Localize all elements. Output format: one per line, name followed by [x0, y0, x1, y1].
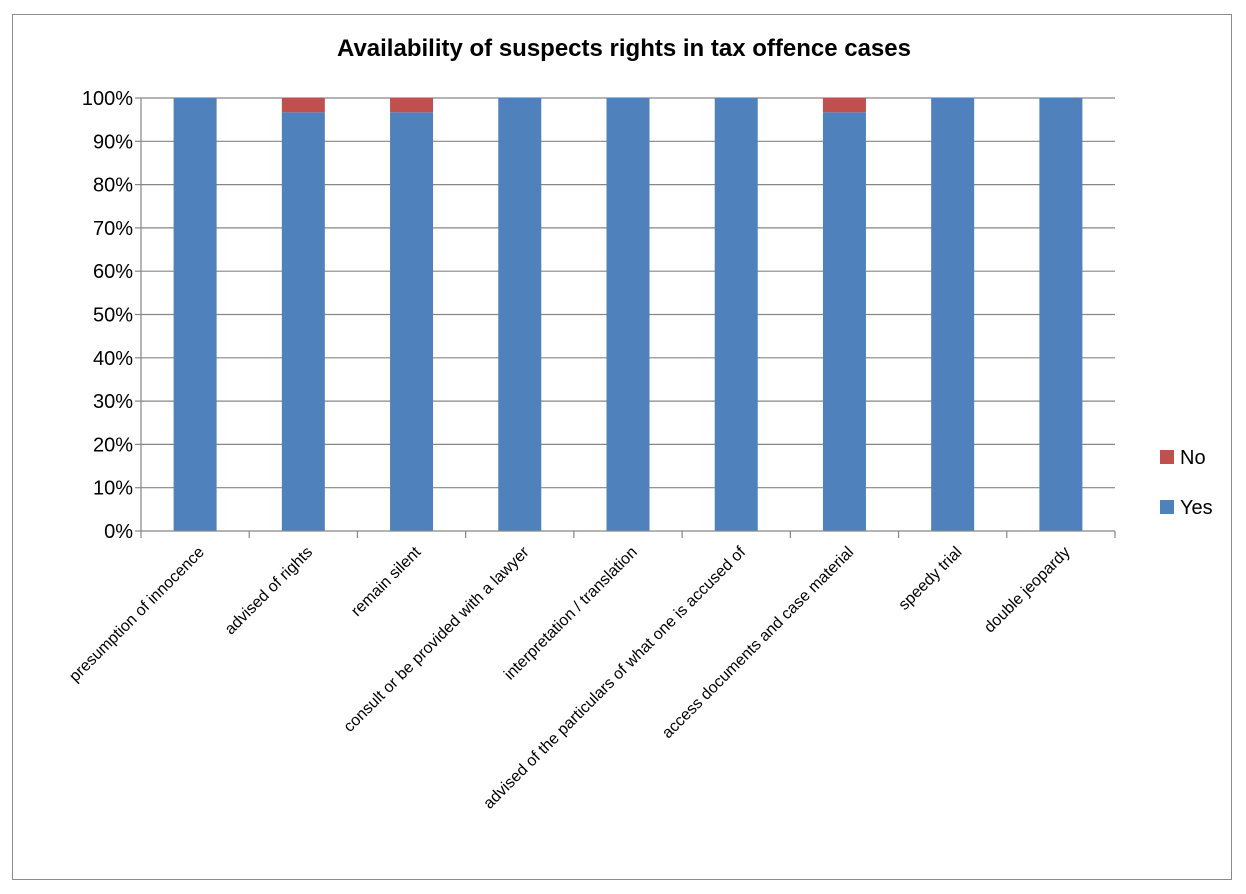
legend-swatch-yes	[1160, 500, 1174, 514]
y-tick-label: 0%	[104, 521, 133, 543]
y-tick-label: 90%	[93, 131, 133, 153]
legend-label-no: No	[1180, 447, 1206, 469]
y-tick-label: 100%	[82, 88, 133, 110]
bars	[173, 98, 1083, 531]
bar-no	[822, 98, 866, 113]
x-category-label: consult or be provided with a lawyer	[341, 543, 533, 735]
y-tick-label: 40%	[93, 348, 133, 370]
x-category-label: speedy trial	[896, 544, 966, 614]
bar-yes	[822, 112, 866, 531]
bar-yes	[498, 98, 542, 531]
legend-swatch-no	[1160, 450, 1174, 464]
bar-yes	[390, 112, 434, 531]
legend: No Yes	[1160, 447, 1213, 519]
y-tick-label: 20%	[93, 434, 133, 456]
x-category-label: advised of rights	[222, 544, 316, 638]
x-category-label: double jeopardy	[981, 544, 1074, 637]
y-tick-label: 10%	[93, 478, 133, 500]
y-tick-label: 60%	[93, 261, 133, 283]
y-tick-label: 80%	[93, 175, 133, 197]
bar-no	[390, 98, 434, 113]
bar-yes	[1039, 98, 1083, 531]
bar-yes	[931, 98, 975, 531]
bar-yes	[173, 98, 217, 531]
bar-yes	[606, 98, 650, 531]
axes	[135, 97, 1116, 538]
y-tick-label: 30%	[93, 391, 133, 413]
x-axis-category-labels: presumption of innocence advised of right…	[66, 543, 1073, 812]
bar-yes	[281, 112, 325, 531]
x-category-label: presumption of innocence	[66, 544, 208, 686]
chart-title: Availability of suspects rights in tax o…	[337, 35, 911, 62]
y-tick-label: 50%	[93, 305, 133, 327]
bar-yes	[714, 98, 758, 531]
y-tick-label: 70%	[93, 218, 133, 240]
x-category-label: remain silent	[348, 543, 425, 620]
x-category-label: access documents and case material	[659, 544, 857, 742]
x-category-label: advised of the particulars of what one i…	[480, 543, 749, 812]
y-axis-tick-labels: 0% 10% 20% 30% 40% 50% 60% 70% 80% 90% 100%	[82, 88, 133, 543]
legend-label-yes: Yes	[1180, 497, 1213, 519]
bar-no	[281, 98, 325, 113]
